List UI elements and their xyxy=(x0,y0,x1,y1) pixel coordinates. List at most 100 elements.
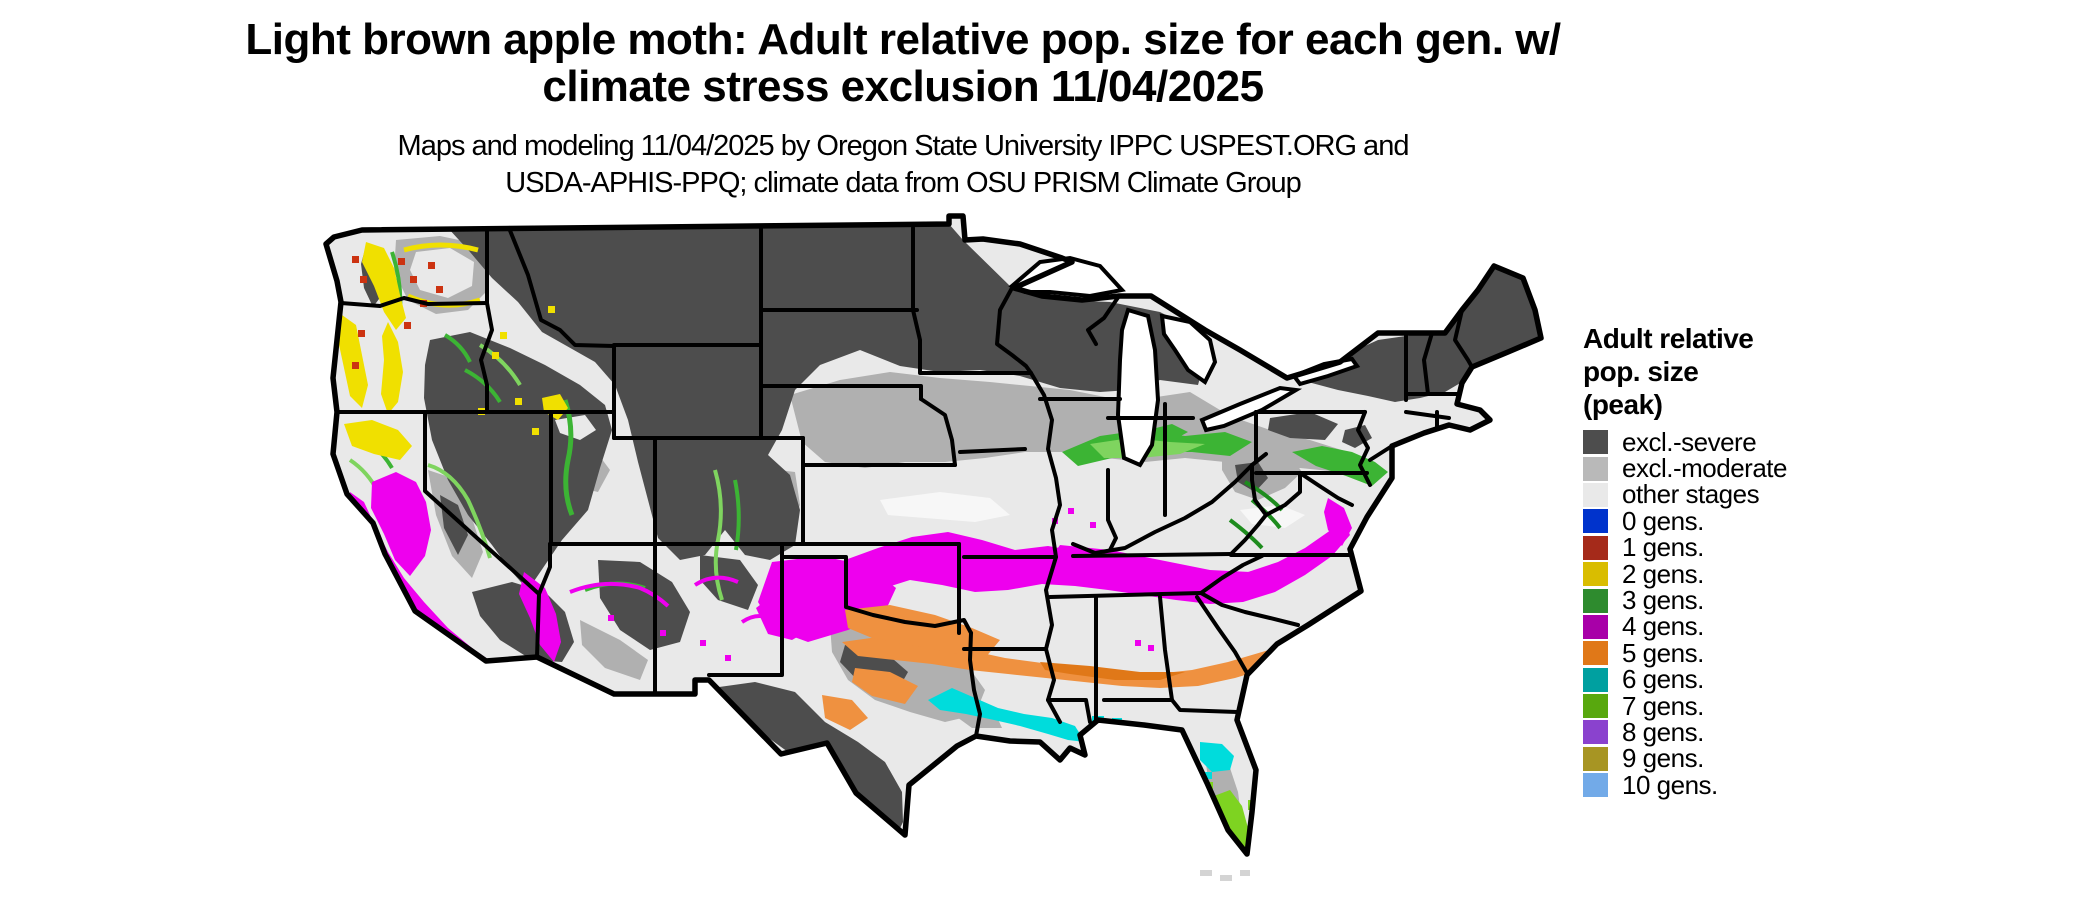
map-region xyxy=(911,226,1033,375)
map-region xyxy=(1422,331,1434,396)
legend-swatch xyxy=(1583,535,1608,560)
map-region xyxy=(548,306,555,313)
map-region xyxy=(822,695,868,730)
map-region xyxy=(339,296,489,308)
map-region xyxy=(608,615,614,621)
map-region xyxy=(404,322,411,329)
legend-label: 4 gens. xyxy=(1622,611,1704,642)
legend-title-line3: (peak) xyxy=(1583,389,1663,420)
map-region xyxy=(360,276,367,283)
map-header: Light brown apple moth: Adult relative p… xyxy=(0,16,1806,202)
map-region xyxy=(693,575,739,587)
map-region xyxy=(880,492,1010,522)
legend-title-line2: pop. size xyxy=(1583,356,1699,387)
subtitle-line2: USDA-APHIS-PPQ; climate data from OSU PR… xyxy=(505,167,1302,199)
raster-layer xyxy=(338,224,1540,854)
map-region xyxy=(1135,640,1141,646)
legend-label: 2 gens. xyxy=(1622,558,1704,589)
great-lakes-layer xyxy=(1008,255,1361,468)
legend-swatch xyxy=(1583,509,1608,534)
map-region xyxy=(1264,471,1302,517)
map-region xyxy=(1046,698,1092,724)
map-region xyxy=(428,262,435,269)
map-region xyxy=(410,248,474,298)
light-region-layer xyxy=(410,248,1305,528)
legend-label: 3 gens. xyxy=(1622,585,1704,616)
map-legend: Adult relative pop. size (peak) excl.-se… xyxy=(1583,322,1787,800)
map-region xyxy=(707,542,784,677)
legend-label: excl.-moderate xyxy=(1622,453,1787,484)
legend-item: 8 gens. xyxy=(1583,717,1787,747)
map-region xyxy=(515,398,522,405)
map-region xyxy=(1199,591,1300,627)
map-region xyxy=(424,332,612,590)
map-region xyxy=(427,463,492,559)
map-region xyxy=(919,397,957,467)
legend-item: 9 gens. xyxy=(1583,743,1787,773)
legend-label: 5 gens. xyxy=(1622,637,1704,668)
map-region xyxy=(1086,294,1121,346)
map-region xyxy=(1071,552,1233,558)
map-region xyxy=(756,520,1350,640)
map-region xyxy=(1368,444,1394,462)
map-region xyxy=(352,256,359,263)
map-region xyxy=(852,668,918,704)
map-region xyxy=(1298,471,1354,507)
map-region xyxy=(1404,410,1451,420)
legend-item: 3 gens. xyxy=(1583,585,1787,616)
legend-swatch xyxy=(1583,562,1608,587)
map-region xyxy=(1068,508,1074,514)
map-region xyxy=(580,620,648,680)
legend-item: excl.-moderate xyxy=(1583,453,1787,484)
legend-item: 1 gens. xyxy=(1583,532,1787,562)
map-region xyxy=(1453,308,1474,369)
map-region xyxy=(532,428,539,435)
legend-swatch xyxy=(1583,694,1608,719)
lake-erie xyxy=(1199,385,1303,433)
map-region xyxy=(1200,742,1234,772)
map-region xyxy=(1204,772,1212,779)
map-region xyxy=(381,322,403,414)
legend-swatch xyxy=(1583,614,1608,639)
map-region xyxy=(1214,790,1250,854)
map-region xyxy=(398,258,405,265)
map-region xyxy=(1148,424,1188,442)
legend-swatch xyxy=(1583,667,1608,692)
map-region xyxy=(1158,595,1174,702)
legend-rows: excl.-severe excl.-moderate other stages 0 … xyxy=(1583,427,1787,800)
map-region xyxy=(1200,870,1212,876)
map-region xyxy=(759,384,923,401)
legend-swatch xyxy=(1583,456,1608,481)
map-region xyxy=(1356,410,1372,487)
legend-swatch xyxy=(1583,773,1608,798)
map-region xyxy=(371,472,431,576)
map-region xyxy=(713,469,724,601)
legend-item: 5 gens. xyxy=(1583,637,1787,668)
legend-label: 10 gens. xyxy=(1622,769,1718,800)
map-region xyxy=(610,694,640,714)
map-region xyxy=(648,722,680,744)
map-region xyxy=(436,286,443,293)
map-region xyxy=(443,333,472,363)
map-region xyxy=(1040,662,1185,680)
legend-swatch xyxy=(1583,588,1608,613)
map-region xyxy=(1268,412,1338,440)
map-region xyxy=(555,415,596,440)
legend-swatch xyxy=(1583,482,1608,507)
map-region xyxy=(569,581,670,608)
map-region xyxy=(410,276,417,283)
map-region xyxy=(1220,875,1232,881)
map-region xyxy=(562,399,575,516)
legend-swatch xyxy=(1583,746,1608,771)
legend-item: 4 gens. xyxy=(1583,611,1787,642)
map-region xyxy=(338,315,368,408)
map-region xyxy=(1106,468,1118,552)
map-region xyxy=(479,226,494,414)
legend-label: 0 gens. xyxy=(1622,505,1704,536)
map-region xyxy=(423,410,541,659)
legend-label: 6 gens. xyxy=(1622,664,1704,695)
legend-swatch xyxy=(1583,430,1608,455)
map-region xyxy=(740,614,778,624)
